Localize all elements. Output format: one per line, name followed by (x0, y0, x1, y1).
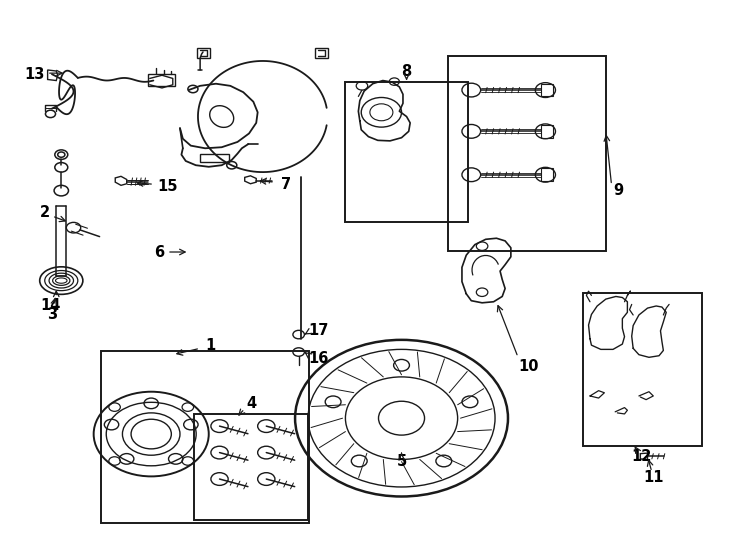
Text: 17: 17 (308, 323, 328, 339)
Text: 14: 14 (40, 299, 61, 314)
Text: 6: 6 (154, 245, 164, 260)
Bar (541, 84, 553, 97)
Text: 16: 16 (308, 352, 328, 367)
Bar (315, 48, 328, 58)
Text: 10: 10 (518, 359, 538, 374)
Bar (197, 48, 210, 58)
Bar (346, 82, 468, 222)
Text: 8: 8 (401, 64, 412, 79)
Text: 7: 7 (280, 177, 291, 192)
Bar (148, 74, 175, 86)
Bar (583, 293, 702, 446)
Text: 11: 11 (643, 470, 664, 485)
Text: 15: 15 (157, 179, 178, 194)
Text: 9: 9 (613, 183, 623, 198)
Text: 3: 3 (47, 307, 57, 322)
Bar (200, 153, 229, 161)
Bar (541, 168, 553, 181)
Text: 12: 12 (631, 449, 652, 464)
Bar (195, 414, 308, 520)
Text: 5: 5 (396, 454, 407, 469)
Bar (541, 125, 553, 138)
Text: 1: 1 (205, 338, 215, 353)
Text: 4: 4 (247, 396, 257, 411)
Text: 13: 13 (24, 67, 45, 82)
Text: 2: 2 (40, 205, 50, 220)
Bar (448, 56, 606, 252)
Bar (101, 351, 310, 523)
